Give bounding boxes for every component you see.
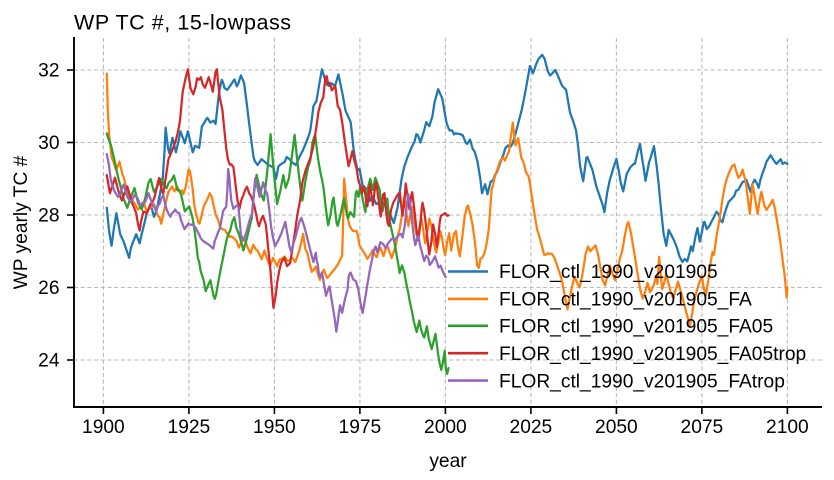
svg-text:FLOR_ctl_1990_v201905_FA05trop: FLOR_ctl_1990_v201905_FA05trop: [499, 344, 806, 365]
svg-text:2100: 2100: [766, 417, 809, 438]
svg-text:WP yearly TC #: WP yearly TC #: [11, 155, 32, 289]
svg-text:2075: 2075: [681, 417, 724, 438]
svg-text:FLOR_ctl_1990_v201905: FLOR_ctl_1990_v201905: [499, 262, 718, 283]
svg-text:1975: 1975: [339, 417, 382, 438]
svg-text:2025: 2025: [510, 417, 553, 438]
svg-text:2050: 2050: [595, 417, 638, 438]
svg-text:1925: 1925: [168, 417, 211, 438]
svg-text:28: 28: [38, 206, 59, 227]
svg-text:1900: 1900: [82, 417, 125, 438]
svg-text:year: year: [429, 451, 467, 472]
svg-text:FLOR_ctl_1990_v201905_FA05: FLOR_ctl_1990_v201905_FA05: [499, 317, 773, 338]
svg-text:FLOR_ctl_1990_v201905_FAtrop: FLOR_ctl_1990_v201905_FAtrop: [499, 371, 785, 392]
svg-text:30: 30: [38, 133, 59, 154]
svg-text:FLOR_ctl_1990_v201905_FA: FLOR_ctl_1990_v201905_FA: [499, 290, 752, 311]
svg-text:24: 24: [38, 351, 60, 372]
svg-text:32: 32: [38, 61, 59, 82]
svg-text:2000: 2000: [424, 417, 467, 438]
svg-text:26: 26: [38, 278, 59, 299]
svg-text:1950: 1950: [253, 417, 296, 438]
svg-text:WP TC #, 15-lowpass: WP TC #, 15-lowpass: [74, 11, 292, 35]
